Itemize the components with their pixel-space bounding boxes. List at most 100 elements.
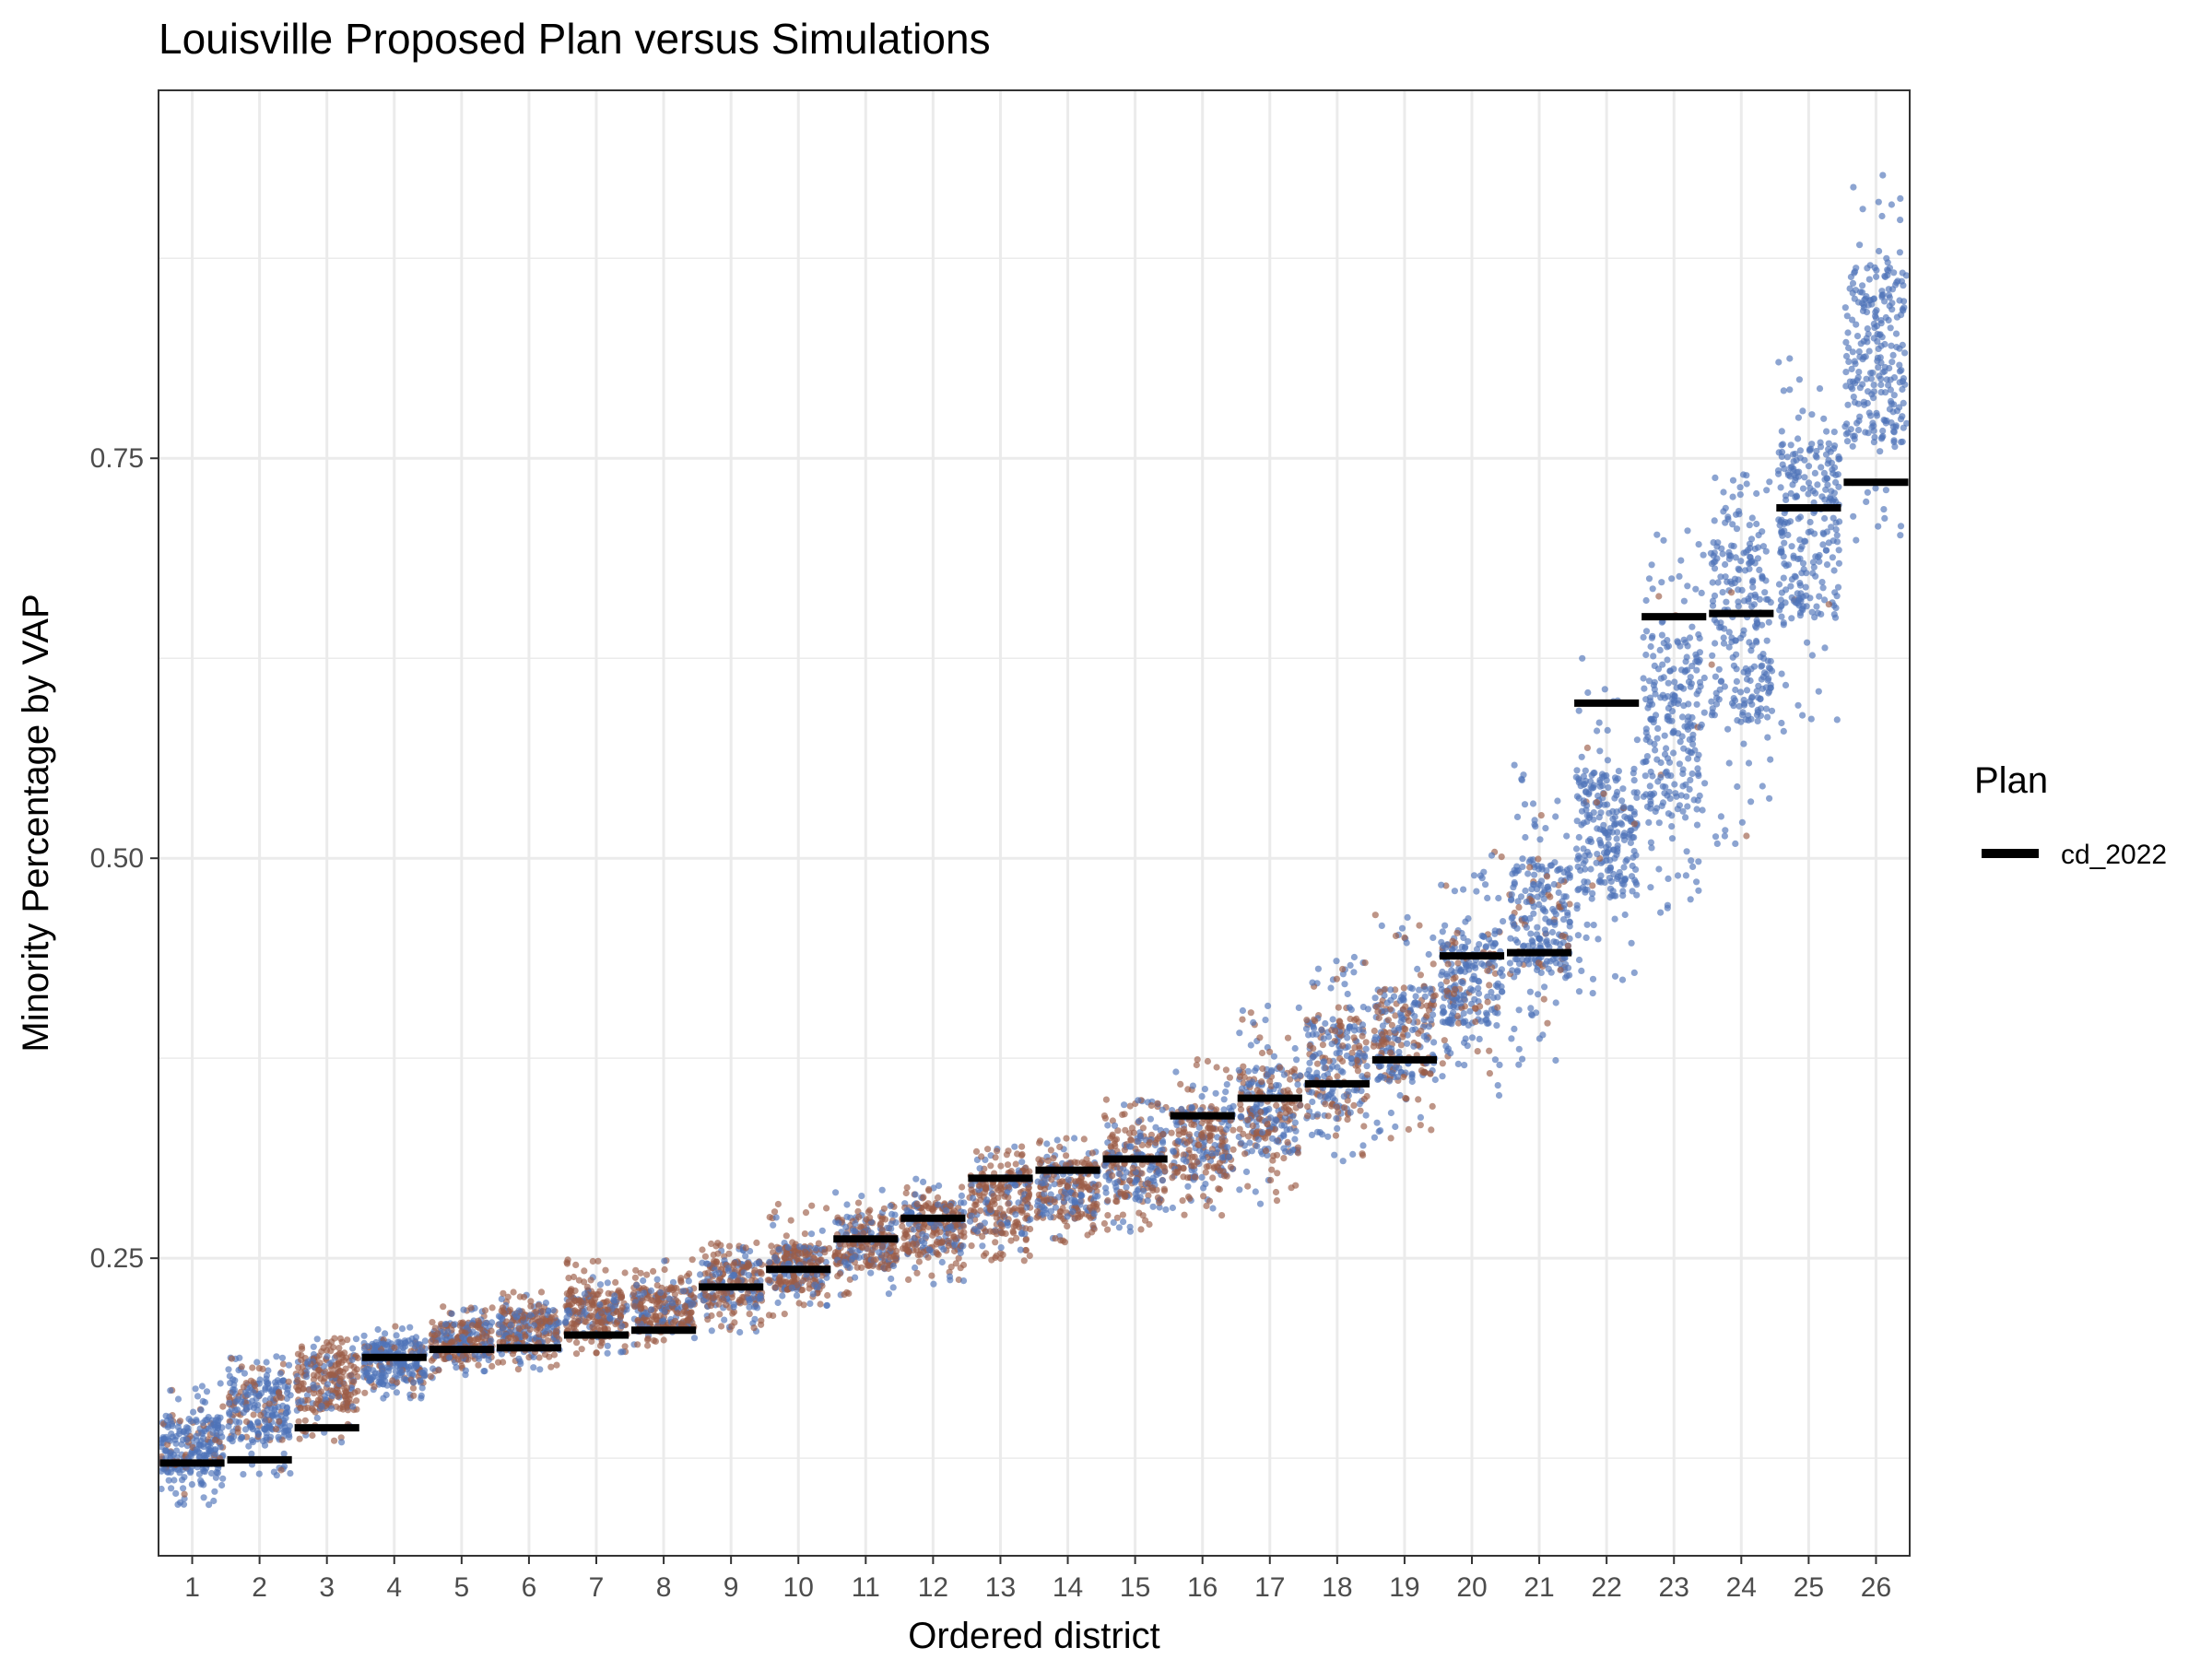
- sim-point: [370, 1367, 377, 1374]
- sim-point: [843, 1201, 851, 1208]
- sim-point: [283, 1427, 290, 1434]
- sim-point: [281, 1383, 288, 1391]
- sim-point: [766, 1277, 773, 1284]
- sim-point: [1205, 1162, 1213, 1170]
- sim-point: [834, 1273, 841, 1280]
- sim-point: [1314, 1111, 1322, 1118]
- sim-point: [1238, 1139, 1245, 1147]
- sim-point: [1107, 1143, 1114, 1150]
- sim-point: [429, 1365, 437, 1372]
- sim-point: [611, 1292, 618, 1300]
- sim-point: [1431, 1076, 1439, 1084]
- sim-point: [1207, 1102, 1215, 1111]
- sim-point: [644, 1342, 652, 1349]
- sim-point: [669, 1300, 677, 1307]
- sim-point: [1101, 1162, 1109, 1170]
- jitter-group-district-7: [562, 1256, 630, 1358]
- sim-point: [1430, 1011, 1437, 1018]
- sim-point: [650, 1267, 657, 1275]
- sim-point: [179, 1436, 187, 1443]
- sim-point: [537, 1320, 546, 1327]
- sim-point: [303, 1392, 312, 1399]
- sim-point: [254, 1418, 262, 1426]
- sim-point: [1035, 1156, 1042, 1163]
- sim-point: [342, 1388, 349, 1395]
- sim-point: [1177, 1080, 1184, 1088]
- sim-point: [583, 1283, 591, 1290]
- sim-point: [567, 1287, 574, 1294]
- sim-point: [900, 1234, 908, 1241]
- sim-point: [1077, 1193, 1085, 1200]
- sim-point: [661, 1257, 668, 1265]
- sim-point: [1309, 1030, 1316, 1038]
- sim-point: [301, 1417, 309, 1424]
- sim-point: [243, 1391, 251, 1398]
- sim-point: [1264, 1071, 1272, 1078]
- sim-point: [671, 1290, 679, 1298]
- sim-point: [1025, 1184, 1032, 1192]
- sim-point: [742, 1253, 749, 1260]
- sim-point: [1084, 1183, 1091, 1191]
- sim-point: [1089, 1221, 1097, 1230]
- sim-point: [1292, 1182, 1300, 1189]
- sim-point: [1005, 1147, 1012, 1155]
- sim-point: [255, 1470, 263, 1477]
- sim-point: [217, 1380, 224, 1387]
- sim-point: [174, 1500, 182, 1508]
- sim-point: [308, 1405, 316, 1412]
- sim-point: [919, 1230, 926, 1238]
- sim-point: [1408, 1026, 1417, 1034]
- sim-point: [195, 1470, 203, 1477]
- sim-point: [604, 1349, 611, 1357]
- sim-point: [1179, 1197, 1186, 1205]
- sim-point: [181, 1490, 188, 1498]
- sim-point: [1425, 1023, 1432, 1030]
- sim-point: [1186, 1194, 1194, 1202]
- sim-point: [226, 1394, 233, 1401]
- sim-point: [1378, 922, 1385, 930]
- sim-point: [264, 1406, 271, 1413]
- sim-point: [1359, 1021, 1367, 1029]
- sim-point: [468, 1322, 477, 1329]
- sim-point: [565, 1298, 573, 1305]
- sim-point: [959, 1277, 968, 1285]
- sim-point: [643, 1271, 651, 1278]
- sim-point: [863, 1216, 870, 1223]
- sim-point: [1109, 1172, 1116, 1180]
- sim-point: [604, 1342, 611, 1349]
- sim-point: [198, 1429, 206, 1436]
- sim-point: [1125, 1143, 1134, 1150]
- sim-point: [1104, 1122, 1112, 1129]
- sim-point: [427, 1372, 434, 1380]
- sim-point: [241, 1370, 248, 1377]
- sim-point: [1402, 1003, 1409, 1010]
- sim-point: [458, 1362, 465, 1370]
- sim-point: [776, 1278, 783, 1286]
- sim-point: [1345, 1088, 1352, 1095]
- sim-point: [248, 1437, 255, 1444]
- sim-point: [498, 1295, 505, 1302]
- sim-point: [1334, 1103, 1341, 1111]
- sim-point: [1371, 1134, 1378, 1141]
- sim-point: [1350, 1101, 1358, 1109]
- sim-point: [606, 1315, 614, 1323]
- sim-point: [421, 1337, 429, 1345]
- sim-point: [1404, 913, 1411, 922]
- sim-point: [409, 1384, 418, 1392]
- sim-point: [1250, 1018, 1257, 1026]
- sim-point: [852, 1274, 859, 1281]
- sim-point: [1325, 1033, 1333, 1041]
- sim-point: [823, 1205, 830, 1212]
- sim-point: [1412, 993, 1419, 1000]
- sim-point: [679, 1288, 687, 1295]
- sim-point: [928, 1272, 935, 1279]
- sim-point: [912, 1175, 920, 1182]
- sim-point: [1064, 1213, 1071, 1220]
- sim-point: [704, 1316, 712, 1324]
- sim-point: [304, 1359, 312, 1366]
- sim-point: [992, 1228, 1000, 1235]
- sim-point: [681, 1302, 688, 1310]
- sim-point: [1332, 1132, 1339, 1139]
- sim-point: [200, 1494, 207, 1501]
- sim-point: [1236, 1186, 1243, 1194]
